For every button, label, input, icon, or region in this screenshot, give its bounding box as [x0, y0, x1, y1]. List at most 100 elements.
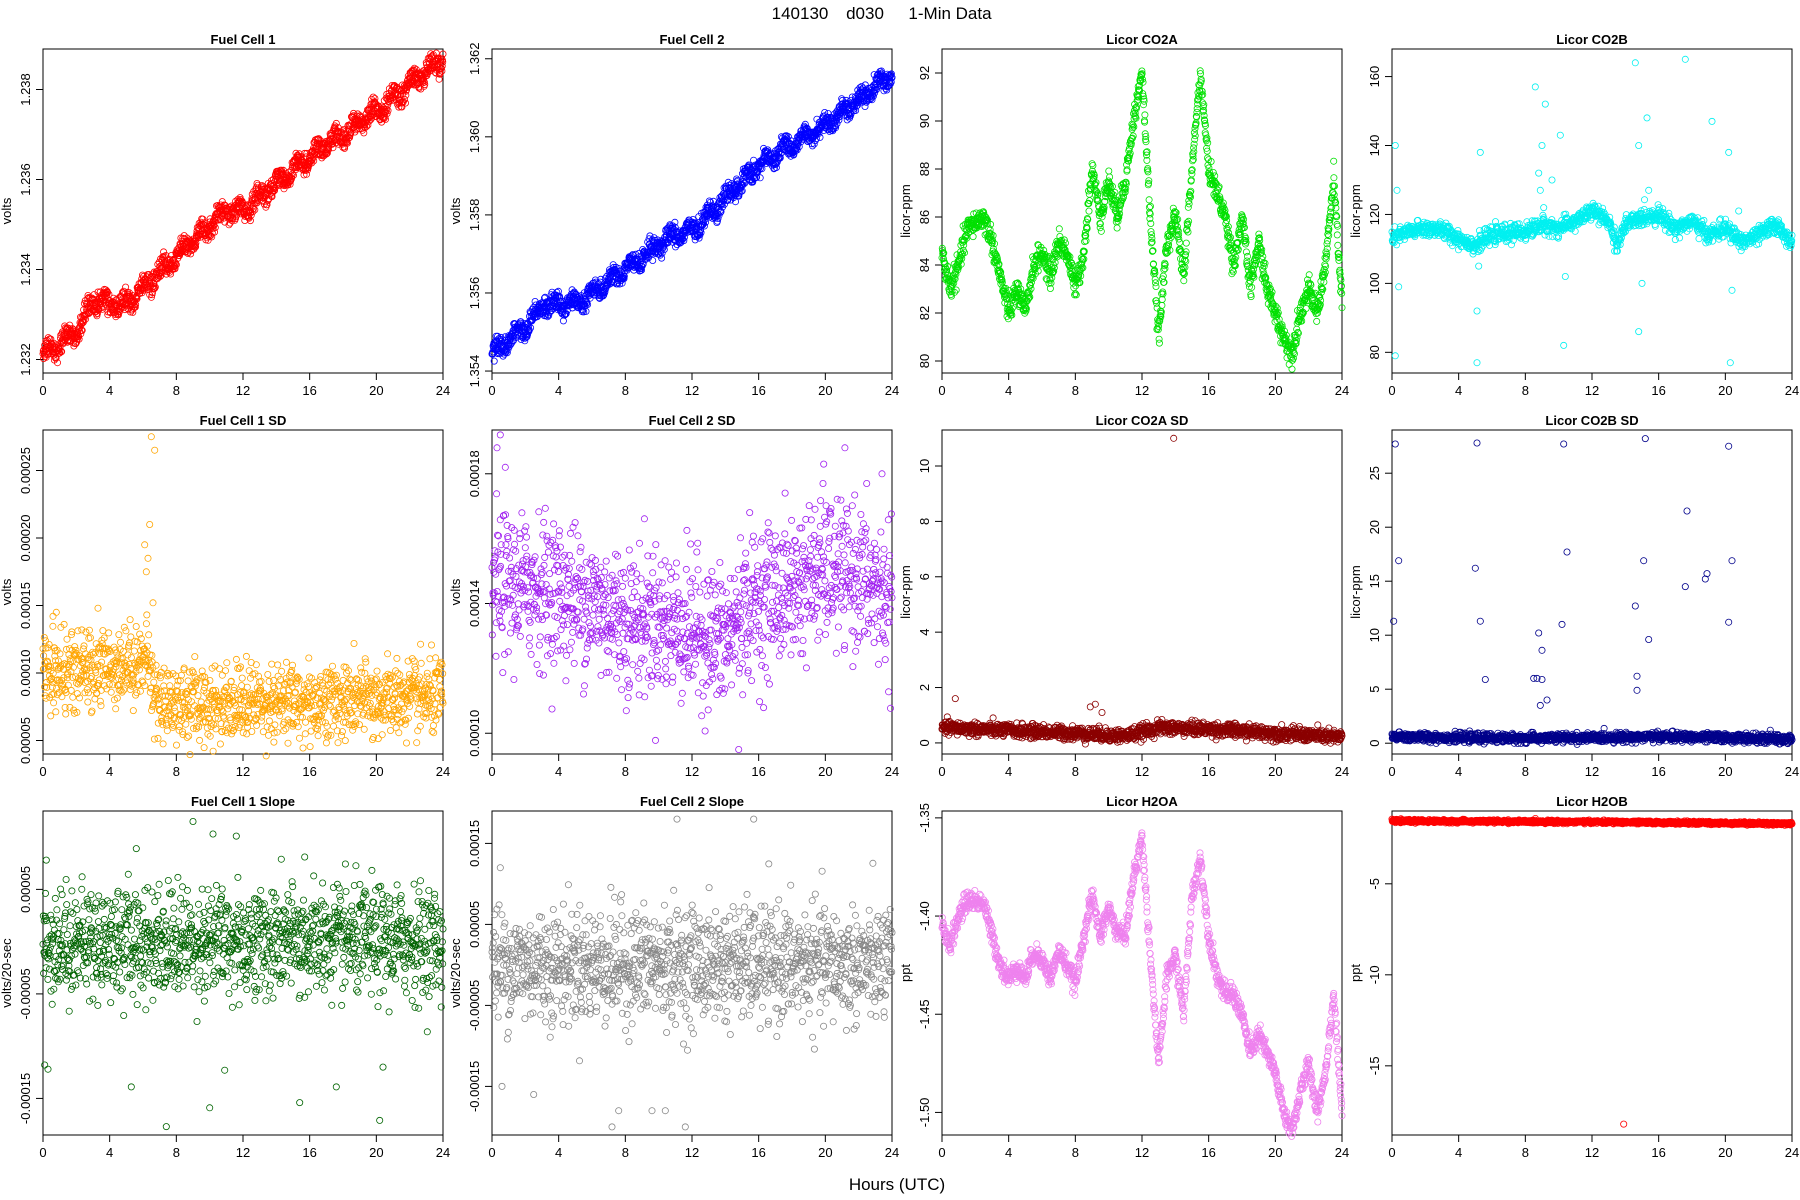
y-tick-label: 92: [917, 66, 932, 80]
x-tick-label: 12: [1135, 383, 1149, 398]
y-tick-label: 1.356: [467, 277, 482, 310]
data-point: [1243, 249, 1249, 255]
x-tick-label: 4: [1455, 383, 1462, 398]
x-tick-label: 16: [1201, 383, 1215, 398]
y-tick-label: 1.360: [467, 121, 482, 154]
data-point: [1335, 242, 1341, 248]
data-point: [1146, 197, 1152, 203]
x-tick-label: 24: [1785, 383, 1799, 398]
y-tick-label: 1.362: [467, 42, 482, 75]
data-point: [1159, 302, 1165, 308]
x-tick-label: 0: [1388, 383, 1395, 398]
y-tick-label: 160: [1367, 66, 1382, 88]
x-tick-label: 0: [938, 383, 945, 398]
data-points: [1389, 56, 1795, 366]
data-point: [1181, 278, 1187, 284]
data-point: [1289, 366, 1295, 372]
panel-title: Licor CO2A: [1106, 32, 1178, 47]
data-point: [1331, 175, 1337, 181]
data-point: [1177, 239, 1183, 245]
figure-title-label: 1-Min Data: [908, 4, 992, 23]
x-tick-label: 12: [685, 383, 699, 398]
data-point: [1142, 112, 1148, 118]
x-tick-label: 12: [236, 383, 250, 398]
x-tick-label: 8: [1072, 383, 1079, 398]
x-tick-label: 16: [751, 383, 765, 398]
x-tick-label: 20: [1718, 383, 1732, 398]
x-tick-label: 4: [555, 383, 562, 398]
data-point: [560, 318, 566, 324]
x-tick-label: 24: [885, 383, 899, 398]
y-axis-label: licor-ppm: [1348, 184, 1363, 237]
y-tick-label: 80: [1367, 345, 1382, 359]
data-point: [1314, 318, 1320, 324]
y-tick-label: 82: [917, 306, 932, 320]
y-tick-label: 100: [1367, 273, 1382, 295]
x-tick-label: 24: [436, 383, 450, 398]
y-tick-label: 1.232: [18, 343, 33, 376]
y-tick-label: 88: [917, 162, 932, 176]
data-point: [1244, 253, 1250, 259]
x-tick-label: 8: [622, 383, 629, 398]
panel-title: Fuel Cell 1: [210, 32, 275, 47]
data-point: [1098, 228, 1104, 234]
data-points: [939, 68, 1345, 373]
y-tick-label: 1.234: [18, 253, 33, 286]
data-point: [1334, 232, 1340, 238]
data-points: [40, 50, 446, 366]
data-point: [1156, 340, 1162, 346]
y-tick-label: 140: [1367, 135, 1382, 157]
data-point: [1153, 283, 1159, 289]
data-points: [489, 68, 895, 364]
x-tick-label: 4: [1005, 383, 1012, 398]
data-point: [1159, 296, 1165, 302]
x-tick-label: 12: [1585, 383, 1599, 398]
x-tick-label: 20: [818, 383, 832, 398]
x-tick-label: 24: [1335, 383, 1349, 398]
x-tick-label: 8: [1522, 383, 1529, 398]
figure-title-date: 140130: [772, 4, 829, 23]
x-tick-label: 20: [1268, 383, 1282, 398]
panel-title: Fuel Cell 2: [659, 32, 724, 47]
y-tick-label: 1.238: [18, 73, 33, 106]
figure-x-axis-label: Hours (UTC): [849, 1175, 945, 1194]
y-tick-label: 86: [917, 210, 932, 224]
panel-3: Licor CO2B licor-ppm 0 4 8 12 16 20 24 80 100 120 14…: [1348, 32, 1799, 398]
data-point: [1150, 261, 1156, 267]
x-tick-label: 0: [488, 383, 495, 398]
data-point: [1191, 149, 1197, 155]
y-tick-label: 80: [917, 354, 932, 368]
panel-2: Licor CO2A licor-ppm 0 4 8 12 16 20 24 80 82 84 86 88…: [898, 32, 1349, 398]
data-point: [1183, 240, 1189, 246]
data-point: [1097, 221, 1103, 227]
y-axis-label: volts: [448, 197, 463, 224]
y-tick-label: 84: [917, 258, 932, 272]
plot-frame: [492, 49, 892, 373]
data-point: [970, 234, 976, 240]
y-tick-label: 1.358: [467, 199, 482, 232]
y-tick-label: 90: [917, 114, 932, 128]
x-tick-label: 20: [369, 383, 383, 398]
x-tick-label: 16: [302, 383, 316, 398]
x-tick-label: 0: [39, 383, 46, 398]
y-axis-label: volts: [0, 197, 14, 224]
y-tick-label: 1.354: [467, 355, 482, 388]
data-point: [1286, 361, 1292, 367]
panel-1: Fuel Cell 2 volts 0 4 8 12 16 20 24 1.354 1.356 1.3…: [448, 32, 899, 398]
data-point: [1106, 168, 1112, 174]
y-tick-label: 1.236: [18, 163, 33, 196]
x-tick-label: 8: [173, 383, 180, 398]
x-tick-label: 16: [1651, 383, 1665, 398]
x-tick-label: 4: [106, 383, 113, 398]
y-tick-label: 120: [1367, 204, 1382, 226]
data-point: [1331, 158, 1337, 164]
panel-grid: Fuel Cell 1 volts 0 4 8 12 16 20 24 1.232 1.234 1.2…: [0, 32, 1799, 1160]
figure-title-day: d030: [846, 4, 884, 23]
data-point: [1114, 225, 1120, 231]
data-point: [1056, 226, 1062, 232]
y-axis-label: licor-ppm: [898, 184, 913, 237]
panel-0: Fuel Cell 1 volts 0 4 8 12 16 20 24 1.232 1.234 1.2…: [0, 32, 450, 398]
panel-title: Licor CO2B: [1556, 32, 1628, 47]
data-point: [1086, 208, 1092, 214]
